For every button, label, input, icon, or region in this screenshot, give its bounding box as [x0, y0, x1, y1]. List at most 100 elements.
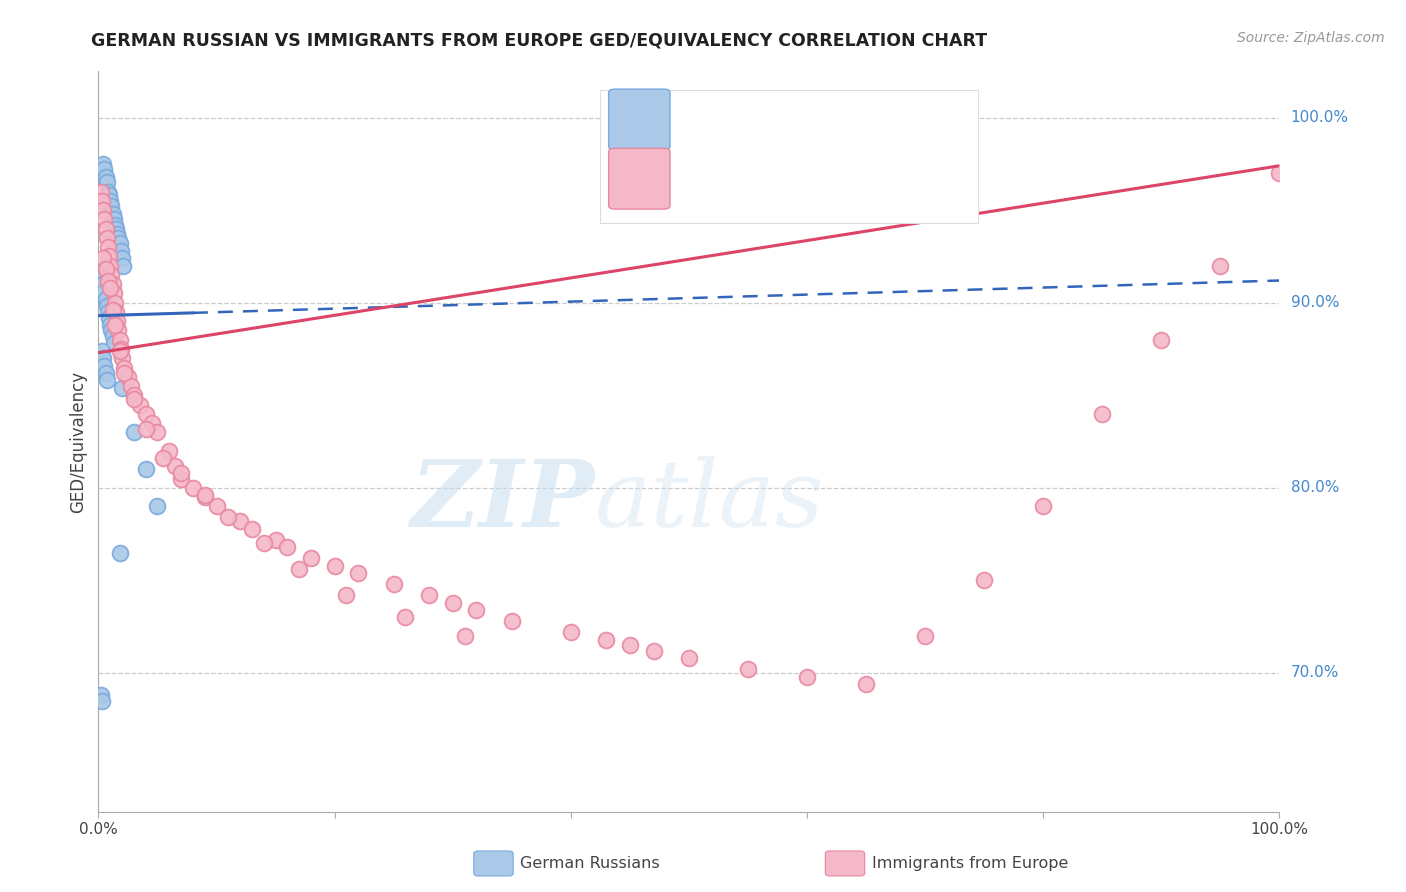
Point [501, 614, 523, 628]
Point [217, 510, 239, 524]
Point [146, 425, 169, 440]
Y-axis label: GED/Equivalency: GED/Equivalency [69, 370, 87, 513]
Point [194, 490, 217, 504]
Point [104, 218, 127, 232]
Point [121, 379, 143, 393]
Point [165, 458, 187, 473]
Point [288, 562, 311, 576]
Point [93, 212, 115, 227]
Text: 0.010: 0.010 [737, 111, 794, 128]
Point [1209, 259, 1232, 273]
Text: Source: ZipAtlas.com: Source: ZipAtlas.com [1237, 31, 1385, 45]
Point [91, 269, 114, 284]
Point [276, 540, 298, 554]
Point [737, 662, 759, 676]
Point [91, 351, 114, 366]
Point [100, 323, 122, 337]
Point [135, 421, 157, 435]
Text: N =: N = [834, 111, 873, 128]
Point [107, 231, 129, 245]
Point [112, 360, 135, 375]
Point [1032, 500, 1054, 514]
Point [101, 277, 124, 292]
Point [347, 566, 370, 580]
Point [181, 481, 204, 495]
Point [128, 397, 150, 411]
Point [94, 262, 117, 277]
Point [146, 500, 169, 514]
Text: Immigrants from Europe: Immigrants from Europe [872, 856, 1069, 871]
Text: German Russians: German Russians [520, 856, 659, 871]
Point [105, 305, 128, 319]
Point [229, 514, 252, 528]
Point [98, 188, 121, 202]
FancyBboxPatch shape [609, 89, 671, 150]
Point [96, 231, 118, 245]
Text: ZIP: ZIP [411, 456, 595, 546]
Point [112, 259, 135, 273]
Point [94, 292, 117, 306]
Point [105, 314, 128, 328]
Point [97, 240, 120, 254]
Point [101, 207, 124, 221]
Point [90, 185, 112, 199]
Point [108, 343, 131, 358]
Point [98, 249, 121, 263]
Point [194, 488, 217, 502]
Point [97, 305, 120, 319]
Point [914, 629, 936, 643]
Point [97, 273, 120, 287]
Point [91, 694, 114, 708]
Point [122, 425, 145, 440]
Point [103, 286, 125, 301]
Point [170, 471, 193, 485]
Text: 80.0%: 80.0% [1291, 480, 1339, 495]
Point [91, 194, 114, 208]
Point [135, 407, 157, 421]
Text: 90.0%: 90.0% [1291, 295, 1339, 310]
Point [94, 169, 117, 184]
FancyBboxPatch shape [600, 90, 979, 223]
Point [157, 443, 180, 458]
Point [98, 259, 121, 273]
Point [107, 323, 129, 337]
Point [110, 244, 132, 258]
Point [253, 536, 276, 550]
Point [91, 203, 114, 218]
Point [105, 221, 128, 235]
Point [98, 310, 121, 325]
Point [98, 194, 121, 208]
Point [111, 252, 134, 266]
Point [103, 336, 125, 351]
Point [111, 381, 134, 395]
Point [100, 199, 122, 213]
Point [91, 252, 114, 266]
Point [103, 212, 125, 227]
Point [135, 462, 157, 476]
Point [90, 262, 112, 277]
Text: 0.297: 0.297 [737, 169, 794, 187]
Point [111, 351, 134, 366]
Text: GERMAN RUSSIAN VS IMMIGRANTS FROM EUROPE GED/EQUIVALENCY CORRELATION CHART: GERMAN RUSSIAN VS IMMIGRANTS FROM EUROPE… [91, 31, 987, 49]
Point [101, 303, 124, 318]
Point [855, 677, 877, 691]
Text: atlas: atlas [595, 456, 824, 546]
Point [91, 157, 114, 171]
Point [94, 221, 117, 235]
Point [122, 388, 145, 402]
Point [152, 451, 174, 466]
FancyBboxPatch shape [609, 148, 671, 209]
Point [323, 558, 346, 573]
Point [100, 268, 122, 282]
Point [108, 333, 131, 347]
Point [141, 416, 163, 430]
Point [97, 185, 120, 199]
Point [96, 300, 118, 314]
Point [104, 295, 127, 310]
Point [91, 277, 114, 292]
Point [299, 551, 322, 566]
Point [1150, 333, 1173, 347]
Point [441, 596, 464, 610]
Point [240, 522, 263, 536]
Point [108, 236, 131, 251]
